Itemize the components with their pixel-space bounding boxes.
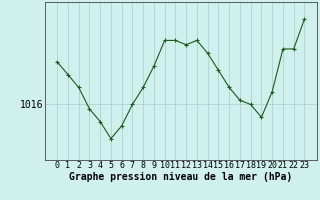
X-axis label: Graphe pression niveau de la mer (hPa): Graphe pression niveau de la mer (hPa) — [69, 172, 292, 182]
